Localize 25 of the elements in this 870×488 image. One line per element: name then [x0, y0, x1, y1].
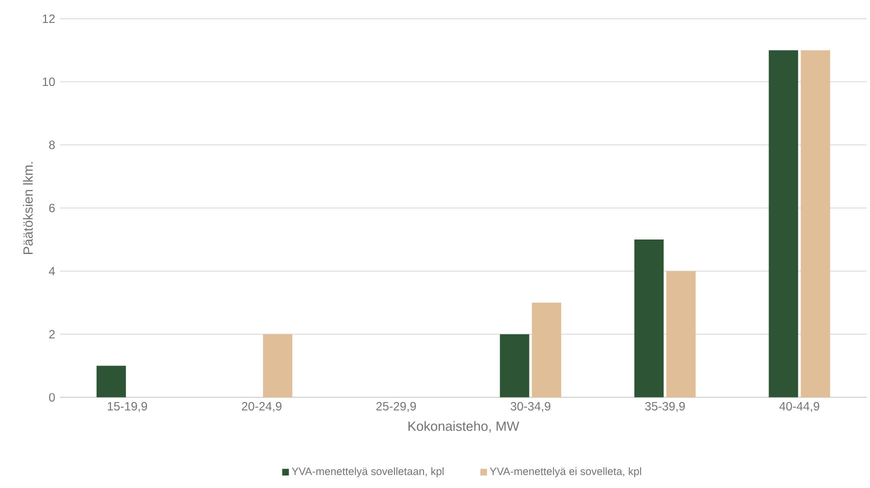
bar: [768, 50, 798, 398]
x-tick-label: 30-34,9: [510, 402, 550, 412]
bar: [263, 334, 292, 398]
y-axis-title: Päätöksien lkm.: [23, 162, 33, 254]
legend-label: YVA-menettelyä sovelletaan, kpl: [292, 467, 444, 478]
y-tick-label: 0: [49, 393, 55, 402]
x-tick-label: 20-24,9: [242, 402, 282, 412]
bar: [500, 334, 530, 398]
bar: [532, 302, 562, 398]
y-tick-label: 8: [49, 140, 55, 150]
y-tick-label: 4: [48, 266, 55, 276]
x-axis-title: Kokonaisteho, MW: [408, 421, 520, 432]
x-tick-label: 35-39,9: [645, 402, 685, 412]
x-tick-label: 25-29,9: [376, 402, 416, 412]
x-tick-label: 15-19,9: [108, 402, 148, 412]
y-tick-label: 12: [42, 14, 55, 23]
y-tick-label: 2: [49, 330, 55, 338]
bar: [800, 50, 830, 398]
bar: [634, 240, 664, 398]
x-tick-label: 40-44,9: [779, 402, 820, 412]
bar: [666, 271, 696, 398]
y-tick-label: 10: [42, 78, 55, 86]
legend-label: YVA-menettelyä ei sovelleta, kpl: [490, 467, 642, 478]
bar: [96, 366, 126, 398]
y-tick-label: 6: [49, 204, 55, 212]
